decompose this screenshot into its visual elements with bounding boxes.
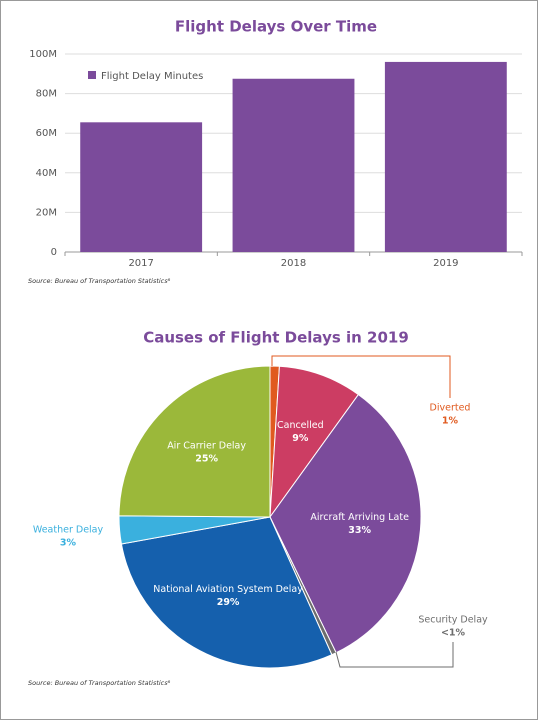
legend-swatch xyxy=(88,71,96,79)
slice-value-label: 3% xyxy=(60,538,77,549)
x-tick-label: 2019 xyxy=(433,258,458,269)
bar xyxy=(80,122,203,252)
leader-line xyxy=(271,355,451,398)
pie-slice xyxy=(120,516,333,669)
slice-label: Security Delay xyxy=(418,615,488,626)
y-tick-label: 40M xyxy=(36,168,57,179)
y-tick-label: 20M xyxy=(36,207,57,218)
slice-label: National Aviation System Delay xyxy=(153,584,303,595)
x-tick-label: 2018 xyxy=(281,258,306,269)
bar xyxy=(384,61,507,252)
y-tick-label: 60M xyxy=(36,128,57,139)
legend-label: Flight Delay Minutes xyxy=(101,71,203,82)
slice-label: Cancelled xyxy=(277,420,324,431)
slice-value-label: 29% xyxy=(217,597,240,608)
x-tick-label: 2017 xyxy=(128,258,153,269)
pie-source: Source: Bureau of Transportation Statist… xyxy=(28,679,171,687)
slice-value-label: 9% xyxy=(292,433,309,444)
slice-label: Diverted xyxy=(430,403,471,414)
slice-value-label: 25% xyxy=(195,454,218,465)
pie-slice xyxy=(269,393,422,654)
y-tick-label: 100M xyxy=(29,49,57,60)
y-tick-label: 80M xyxy=(36,89,57,100)
bar-chart-title: Flight Delays Over Time xyxy=(175,18,377,36)
bar xyxy=(232,78,355,252)
slice-label: Aircraft Arriving Late xyxy=(310,512,409,523)
slice-value-label: <1% xyxy=(441,628,466,639)
slice-value-label: 33% xyxy=(348,525,371,536)
slice-label: Weather Delay xyxy=(33,525,104,536)
leader-line xyxy=(335,642,454,668)
slice-value-label: 1% xyxy=(442,416,459,427)
pie-slice xyxy=(118,365,271,518)
slice-label: Air Carrier Delay xyxy=(167,441,246,452)
y-tick-label: 0 xyxy=(51,247,57,258)
pie-slice xyxy=(269,365,360,519)
bar-source: Source: Bureau of Transportation Statist… xyxy=(28,277,171,285)
pie-chart-title: Causes of Flight Delays in 2019 xyxy=(143,329,409,347)
